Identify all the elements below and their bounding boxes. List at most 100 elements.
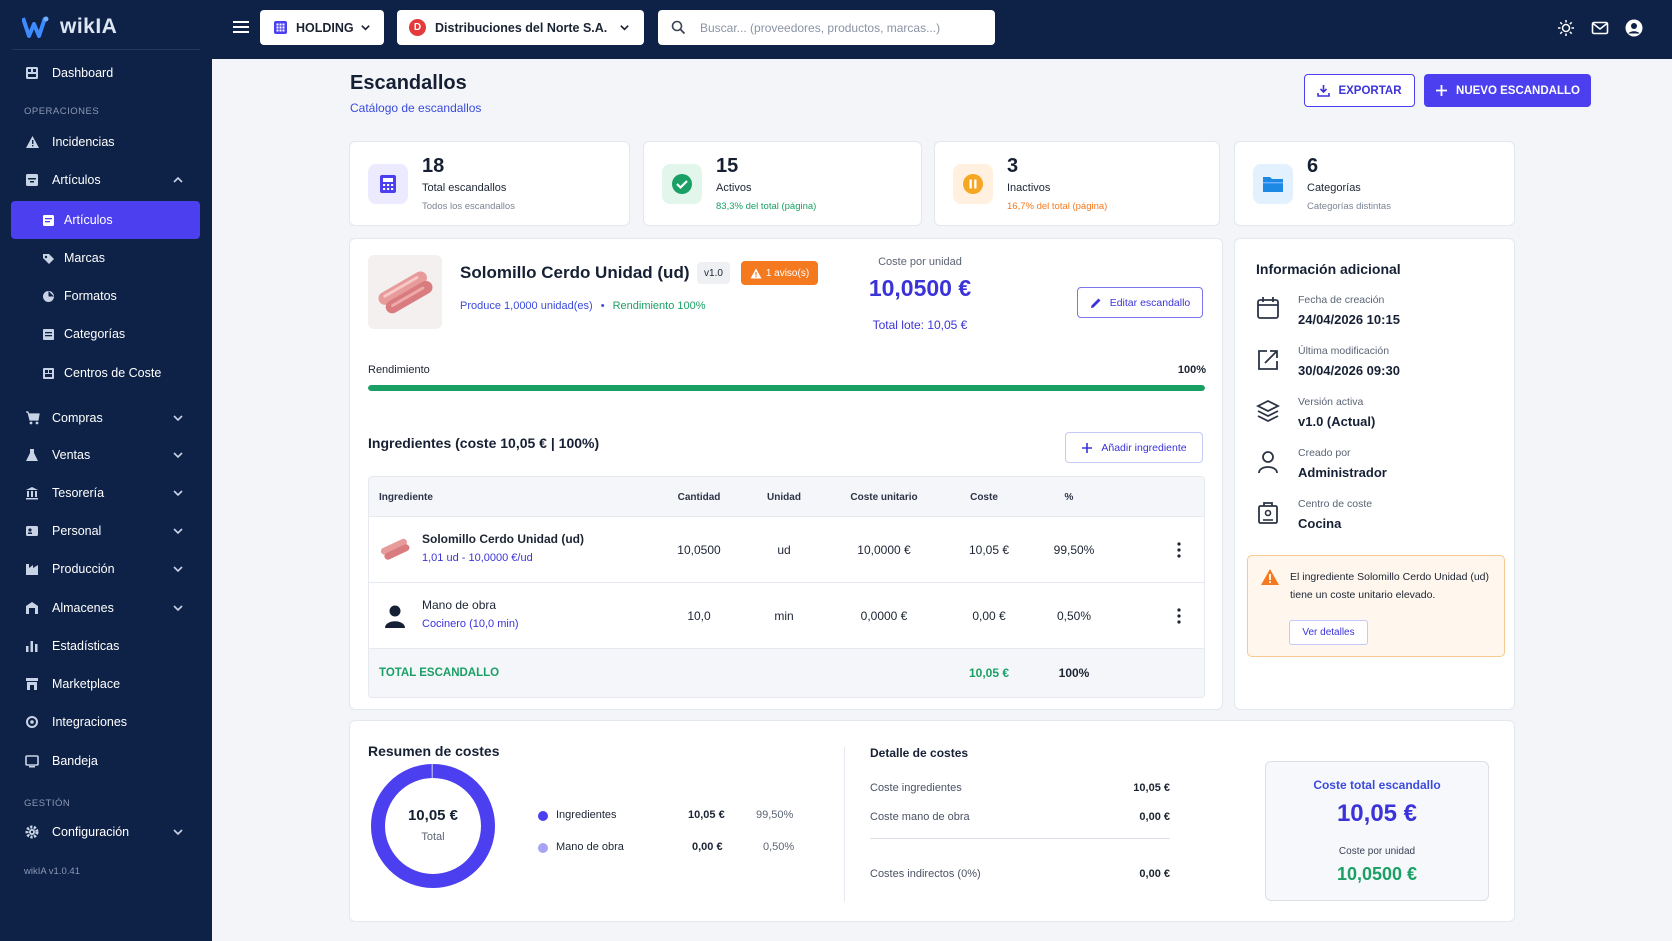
building-icon — [1255, 500, 1281, 526]
info-card: Información adicional Fecha de creación … — [1234, 238, 1515, 710]
cell-coste-unitario: 10,0000 € — [857, 543, 911, 557]
sidebar-item-almacenes[interactable]: Almacenes — [0, 597, 212, 619]
breadcrumb[interactable]: Catálogo de escandallos — [350, 101, 482, 115]
layers-icon — [1255, 398, 1281, 424]
sidebar-subitem-formatos[interactable]: Formatos — [0, 285, 212, 307]
chevron-down-icon — [172, 602, 184, 614]
ingredient-name: Solomillo Cerdo Unidad (ud) — [422, 532, 584, 546]
add-ingredient-button[interactable]: Añadir ingrediente — [1065, 432, 1203, 463]
warning-label: 1 aviso(s) — [765, 267, 810, 279]
more-vertical-icon[interactable] — [1177, 607, 1181, 625]
more-vertical-icon[interactable] — [1177, 541, 1181, 559]
sidebar-item-personal[interactable]: Personal — [0, 520, 212, 542]
info-value: Cocina — [1298, 516, 1342, 531]
cost-per-unit-label: Coste por unidad — [878, 256, 962, 268]
table-row[interactable]: Solomillo Cerdo Unidad (ud) 1,01 ud - 10… — [369, 517, 1204, 583]
user-icon[interactable] — [1625, 19, 1643, 37]
company-label: Distribuciones del Norte S.A. — [435, 20, 608, 35]
holding-select[interactable]: HOLDING — [260, 10, 384, 45]
sidebar-item-articulos[interactable]: Artículos — [0, 169, 212, 191]
sidebar-item-dashboard[interactable]: Dashboard — [0, 62, 212, 84]
stat-value: 18 — [422, 155, 445, 177]
sidebar-subitem-centros[interactable]: Centros de Coste — [0, 362, 212, 384]
total-label: TOTAL ESCANDALLO — [379, 667, 500, 679]
warning-badge[interactable]: 1 aviso(s) — [741, 261, 818, 285]
chevron-down-icon — [172, 525, 184, 537]
col-unidad: Unidad — [767, 491, 801, 503]
edit-escandallo-button[interactable]: Editar escandallo — [1077, 287, 1203, 318]
legend-name: Mano de obra — [556, 841, 624, 853]
sidebar-item-configuracion[interactable]: Configuración — [0, 821, 212, 843]
new-escandallo-button[interactable]: NUEVO ESCANDALLO — [1424, 74, 1591, 107]
chevron-down-icon — [172, 412, 184, 424]
person-icon — [1255, 449, 1281, 475]
info-label: Versión activa — [1298, 396, 1364, 408]
sidebar-item-produccion[interactable]: Producción — [0, 558, 212, 580]
view-details-button[interactable]: Ver detalles — [1289, 620, 1368, 645]
sidebar-item-marketplace[interactable]: Marketplace — [0, 673, 212, 695]
detail-label: Coste mano de obra — [870, 811, 970, 823]
search-input[interactable]: Buscar... (proveedores, productos, marca… — [658, 10, 995, 45]
sidebar-item-compras[interactable]: Compras — [0, 407, 212, 429]
sidebar-item-label: Configuración — [52, 825, 130, 839]
col-cantidad: Cantidad — [677, 491, 721, 503]
stat-label: Inactivos — [1007, 182, 1051, 194]
info-value: 30/04/2026 09:30 — [1298, 363, 1400, 378]
brand-name: wikIA — [60, 15, 118, 38]
export-button[interactable]: EXPORTAR — [1304, 74, 1415, 107]
stat-label: Total escandallos — [422, 182, 507, 194]
legend-value: 10,05 € — [688, 809, 725, 821]
info-title: Información adicional — [1256, 261, 1401, 277]
cell-unidad: min — [774, 609, 794, 623]
sidebar-item-label: Artículos — [64, 213, 113, 227]
info-value: 24/04/2026 10:15 — [1298, 312, 1400, 327]
product-image — [368, 255, 442, 329]
sidebar-subitem-categorias[interactable]: Categorías — [0, 323, 212, 345]
detail-title: Detalle de costes — [870, 746, 969, 760]
sidebar-subitem-marcas[interactable]: Marcas — [0, 247, 212, 269]
sidebar-item-integraciones[interactable]: Integraciones — [0, 711, 212, 733]
sidebar-subitem-articulos[interactable]: Artículos — [11, 201, 200, 239]
stat-card-inactivos: 3 Inactivos 16,7% del total (página) — [934, 141, 1220, 226]
summary-divider — [844, 747, 845, 902]
mail-icon[interactable] — [1591, 19, 1609, 37]
sun-icon[interactable] — [1557, 19, 1575, 37]
donut-segment-mano-de-obra — [371, 764, 495, 888]
rendimiento-text: Rendimiento 100% — [612, 300, 706, 312]
ingredients-table: Ingrediente Cantidad Unidad Coste unitar… — [368, 476, 1205, 698]
cell-coste: 0,00 € — [972, 609, 1006, 623]
total-cost-label: Coste total escandallo — [1313, 778, 1441, 792]
sidebar-item-incidencias[interactable]: Incidencias — [0, 131, 212, 153]
search-icon — [671, 20, 686, 38]
total-cost-box: Coste total escandallo 10,05 € Coste por… — [1265, 761, 1489, 901]
id-card-icon — [24, 523, 40, 539]
sidebar-item-ventas[interactable]: Ventas — [0, 444, 212, 466]
plus-icon — [1081, 442, 1093, 454]
donut-total-label: Total — [421, 831, 445, 843]
table-row[interactable]: Mano de obra Cocinero (10,0 min) 10,0 mi… — [369, 583, 1204, 649]
sidebar-item-label: Incidencias — [52, 135, 115, 149]
ingredient-detail: 1,01 ud - 10,0000 €/ud — [422, 552, 533, 564]
chevron-down-icon — [172, 449, 184, 461]
batch-total: Total lote: 10,05 € — [872, 318, 968, 332]
info-label: Creado por — [1298, 447, 1351, 459]
warning-icon — [1260, 568, 1280, 589]
info-label: Centro de coste — [1298, 498, 1373, 510]
unit-cost-value: 10,0500 € — [1336, 864, 1418, 884]
logo[interactable]: wikIA — [22, 12, 117, 42]
cell-unidad: ud — [777, 543, 791, 557]
company-select[interactable]: D Distribuciones del Norte S.A. — [397, 10, 644, 45]
sidebar-item-estadisticas[interactable]: Estadísticas — [0, 635, 212, 657]
menu-icon[interactable] — [232, 18, 250, 36]
info-value: v1.0 (Actual) — [1298, 414, 1376, 429]
sidebar-item-bandeja[interactable]: Bandeja — [0, 750, 212, 772]
sidebar-item-label: Dashboard — [52, 66, 114, 80]
sidebar-item-tesoreria[interactable]: Tesorería — [0, 482, 212, 504]
stat-sub: Todos los escandallos — [422, 201, 515, 212]
stat-value: 6 — [1307, 155, 1319, 177]
donut-segment-ingredientes — [371, 764, 495, 888]
stat-sub: 16,7% del total (página) — [1007, 201, 1108, 212]
chevron-down-icon — [172, 487, 184, 499]
article-icon — [41, 213, 55, 227]
external-edit-icon — [1255, 347, 1281, 373]
